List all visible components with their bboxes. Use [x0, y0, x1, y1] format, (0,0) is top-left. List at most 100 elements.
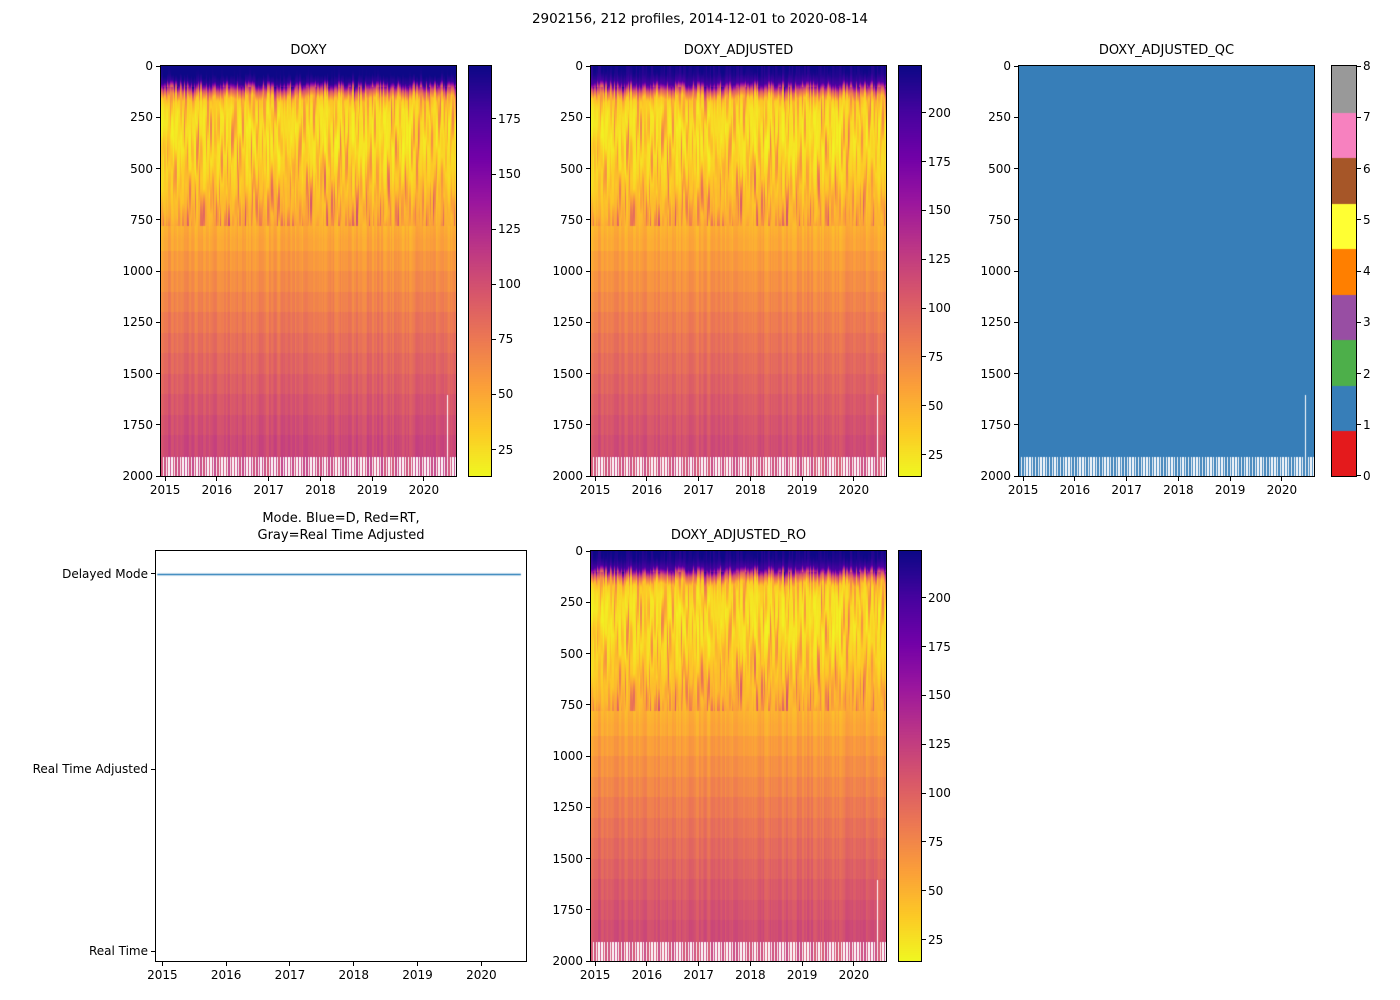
tick-mark [1357, 475, 1361, 476]
xtick-label: 2018 [735, 968, 766, 982]
ytick-label: 1750 [122, 417, 153, 432]
xtick-label: 2018 [1163, 483, 1194, 497]
tick-mark [922, 792, 926, 794]
xtick-label: 2019 [356, 483, 388, 497]
ytick-label: 1500 [122, 366, 153, 381]
tick-mark [1281, 477, 1283, 481]
cbtick-label: 1 [1363, 417, 1371, 432]
xtick-label: 2020 [838, 483, 870, 497]
tick-mark [1357, 219, 1361, 221]
xtick-label: 2016 [210, 968, 242, 982]
ytick-label: Real Time Adjusted [32, 762, 148, 777]
ytick-label: 750 [560, 212, 583, 227]
tick-mark [492, 173, 496, 175]
cbtick-label: 25 [928, 932, 944, 947]
tick-mark [1229, 477, 1231, 481]
ytick-label: 2000 [552, 954, 583, 968]
plot-doxy-title: DOXY [290, 43, 327, 59]
doxy-adjusted-qc-heatmap [1019, 66, 1314, 476]
tick-mark [1357, 373, 1361, 374]
plot-mode: Mode. Blue=D, Red=RT, Gray=Real Time Adj… [33, 511, 527, 982]
tick-mark [1357, 168, 1361, 169]
cbtick-label: 125 [928, 252, 951, 267]
ytick-label: 250 [130, 110, 153, 125]
ytick-label: 1250 [552, 800, 583, 815]
tick-mark [586, 168, 590, 169]
tick-mark [749, 477, 751, 481]
tick-mark [922, 209, 926, 211]
xtick-label: 2018 [305, 483, 336, 497]
cbtick-label: 200 [928, 105, 951, 120]
tick-mark [646, 962, 648, 966]
tick-mark [1357, 116, 1361, 118]
xtick-label: 2019 [402, 968, 433, 982]
tick-mark [492, 118, 496, 120]
tick-mark [698, 477, 700, 481]
ytick-label: 1250 [122, 315, 153, 330]
plot-doxy-adjusted-title: DOXY_ADJUSTED [683, 43, 794, 59]
xtick-label: 2015 [579, 483, 611, 497]
cbtick-label: 150 [928, 203, 951, 218]
cbtick-label: 125 [928, 737, 951, 752]
tick-mark [922, 694, 926, 696]
tick-mark [289, 962, 291, 966]
cbtick-label: 175 [928, 154, 951, 169]
tick-mark [1074, 477, 1076, 481]
tick-mark [1014, 424, 1018, 426]
tick-mark [156, 373, 160, 374]
tick-mark [922, 841, 926, 843]
ytick-label: 250 [560, 595, 583, 610]
tick-mark [586, 806, 590, 808]
tick-mark [1022, 477, 1024, 481]
tick-mark [853, 477, 855, 481]
cbtick-label: 4 [1363, 264, 1371, 278]
tick-mark [1126, 477, 1128, 481]
ytick-label: 750 [130, 212, 153, 227]
ytick-label: 0 [1003, 59, 1011, 73]
tick-mark [1014, 65, 1018, 67]
tick-mark [922, 743, 926, 745]
tick-mark [922, 597, 926, 599]
cbtick-label: 150 [928, 688, 951, 703]
ytick-label: 1500 [980, 366, 1011, 381]
cbtick-label: 50 [498, 387, 514, 402]
tick-mark [853, 962, 855, 966]
colorbar-doxy-adjusted-qc: 0 1 2 3 4 5 6 7 8 [1331, 59, 1371, 483]
tick-mark [749, 962, 751, 966]
tick-mark [922, 646, 926, 648]
xtick-label: 2019 [786, 483, 818, 497]
tick-mark [922, 405, 926, 407]
tick-mark [1014, 168, 1018, 169]
ytick-label: 1000 [552, 264, 583, 278]
tick-mark [1014, 321, 1018, 323]
xtick-label: 2015 [147, 968, 178, 982]
tick-mark [1014, 116, 1018, 118]
tick-mark [586, 755, 590, 757]
ytick-label: 1500 [552, 366, 583, 381]
plot-doxy: DOXY 2015 2016 2017 2018 2019 2020 0 250 500 750 1… [122, 43, 457, 497]
tick-mark [1014, 270, 1018, 272]
tick-mark [922, 454, 926, 456]
plot-doxy-adjusted: DOXY_ADJUSTED 2015 2016 2017 2018 2019 2020 0 2… [552, 43, 887, 497]
ytick-label: 1000 [552, 749, 583, 763]
tick-mark [216, 477, 218, 481]
ytick-label: 1250 [552, 315, 583, 330]
ytick-label: 1750 [980, 417, 1011, 432]
cbtick-label: 50 [928, 883, 944, 898]
ytick-label: 1000 [122, 264, 153, 278]
tick-mark [1014, 475, 1018, 477]
ytick-label: 2000 [552, 469, 583, 483]
ytick-label: 750 [560, 697, 583, 712]
xtick-label: 2016 [1059, 483, 1091, 497]
xtick-label: 2019 [1214, 483, 1246, 497]
colorbar-doxy-canvas [469, 66, 491, 476]
ytick-label: 1500 [552, 851, 583, 866]
tick-mark [594, 962, 596, 966]
tick-mark [1357, 321, 1361, 323]
tick-mark [492, 338, 496, 340]
ytick-label: 500 [988, 161, 1011, 176]
ytick-label: 0 [575, 544, 583, 558]
tick-mark [1014, 219, 1018, 221]
tick-mark [1357, 66, 1361, 67]
tick-mark [156, 270, 160, 272]
